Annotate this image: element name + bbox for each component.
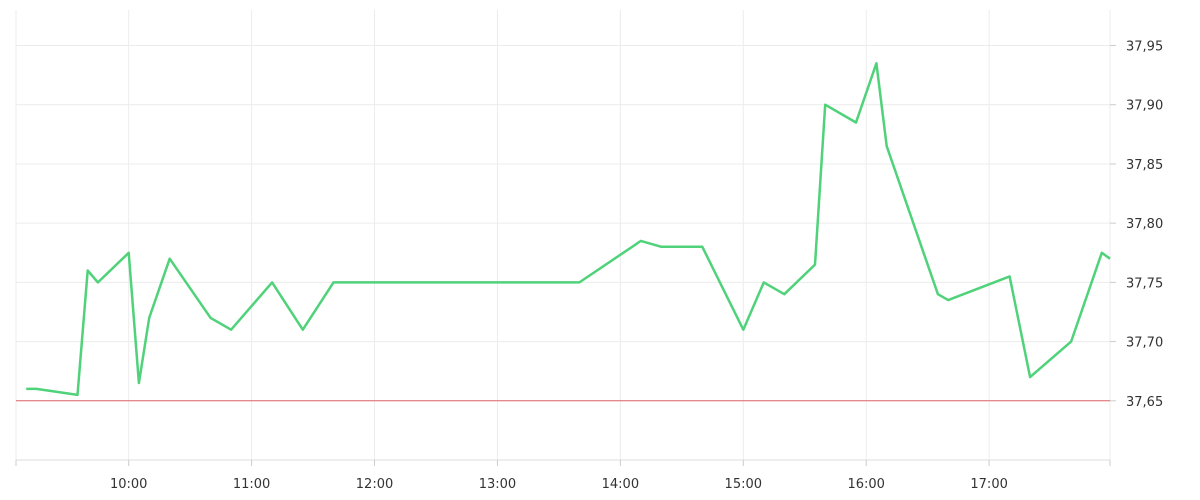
x-tick-label: 16:00 (847, 477, 884, 492)
y-tick-label: 37,85 (1126, 158, 1163, 173)
x-tick-label: 14:00 (602, 477, 639, 492)
price-series-line (26, 62, 1111, 397)
x-tick-label: 12:00 (356, 477, 393, 492)
horizontal-gridlines (16, 45, 1110, 402)
y-tick-label: 37,90 (1126, 99, 1163, 114)
x-tick-label: 11:00 (233, 477, 270, 492)
y-tick-label: 37,95 (1126, 40, 1163, 55)
y-tick-label: 37,75 (1126, 276, 1163, 291)
x-tick-label: 17:00 (970, 477, 1007, 492)
y-tick-label: 37,80 (1126, 217, 1163, 232)
x-tick-label: 13:00 (479, 477, 516, 492)
y-tick-label: 37,70 (1126, 336, 1163, 351)
y-tick-label: 37,65 (1126, 395, 1163, 410)
x-tick-label: 10:00 (110, 477, 147, 492)
x-axis-ticks: 10:00 11:00 12:00 13:00 14:00 15:00 16:00 17:00 (15, 460, 1111, 492)
x-tick-label: 15:00 (725, 477, 762, 492)
y-axis-ticks: 37,65 37,70 37,75 37,80 37,85 37,90 37,95 (1110, 40, 1163, 410)
vertical-gridlines (15, 10, 1111, 460)
